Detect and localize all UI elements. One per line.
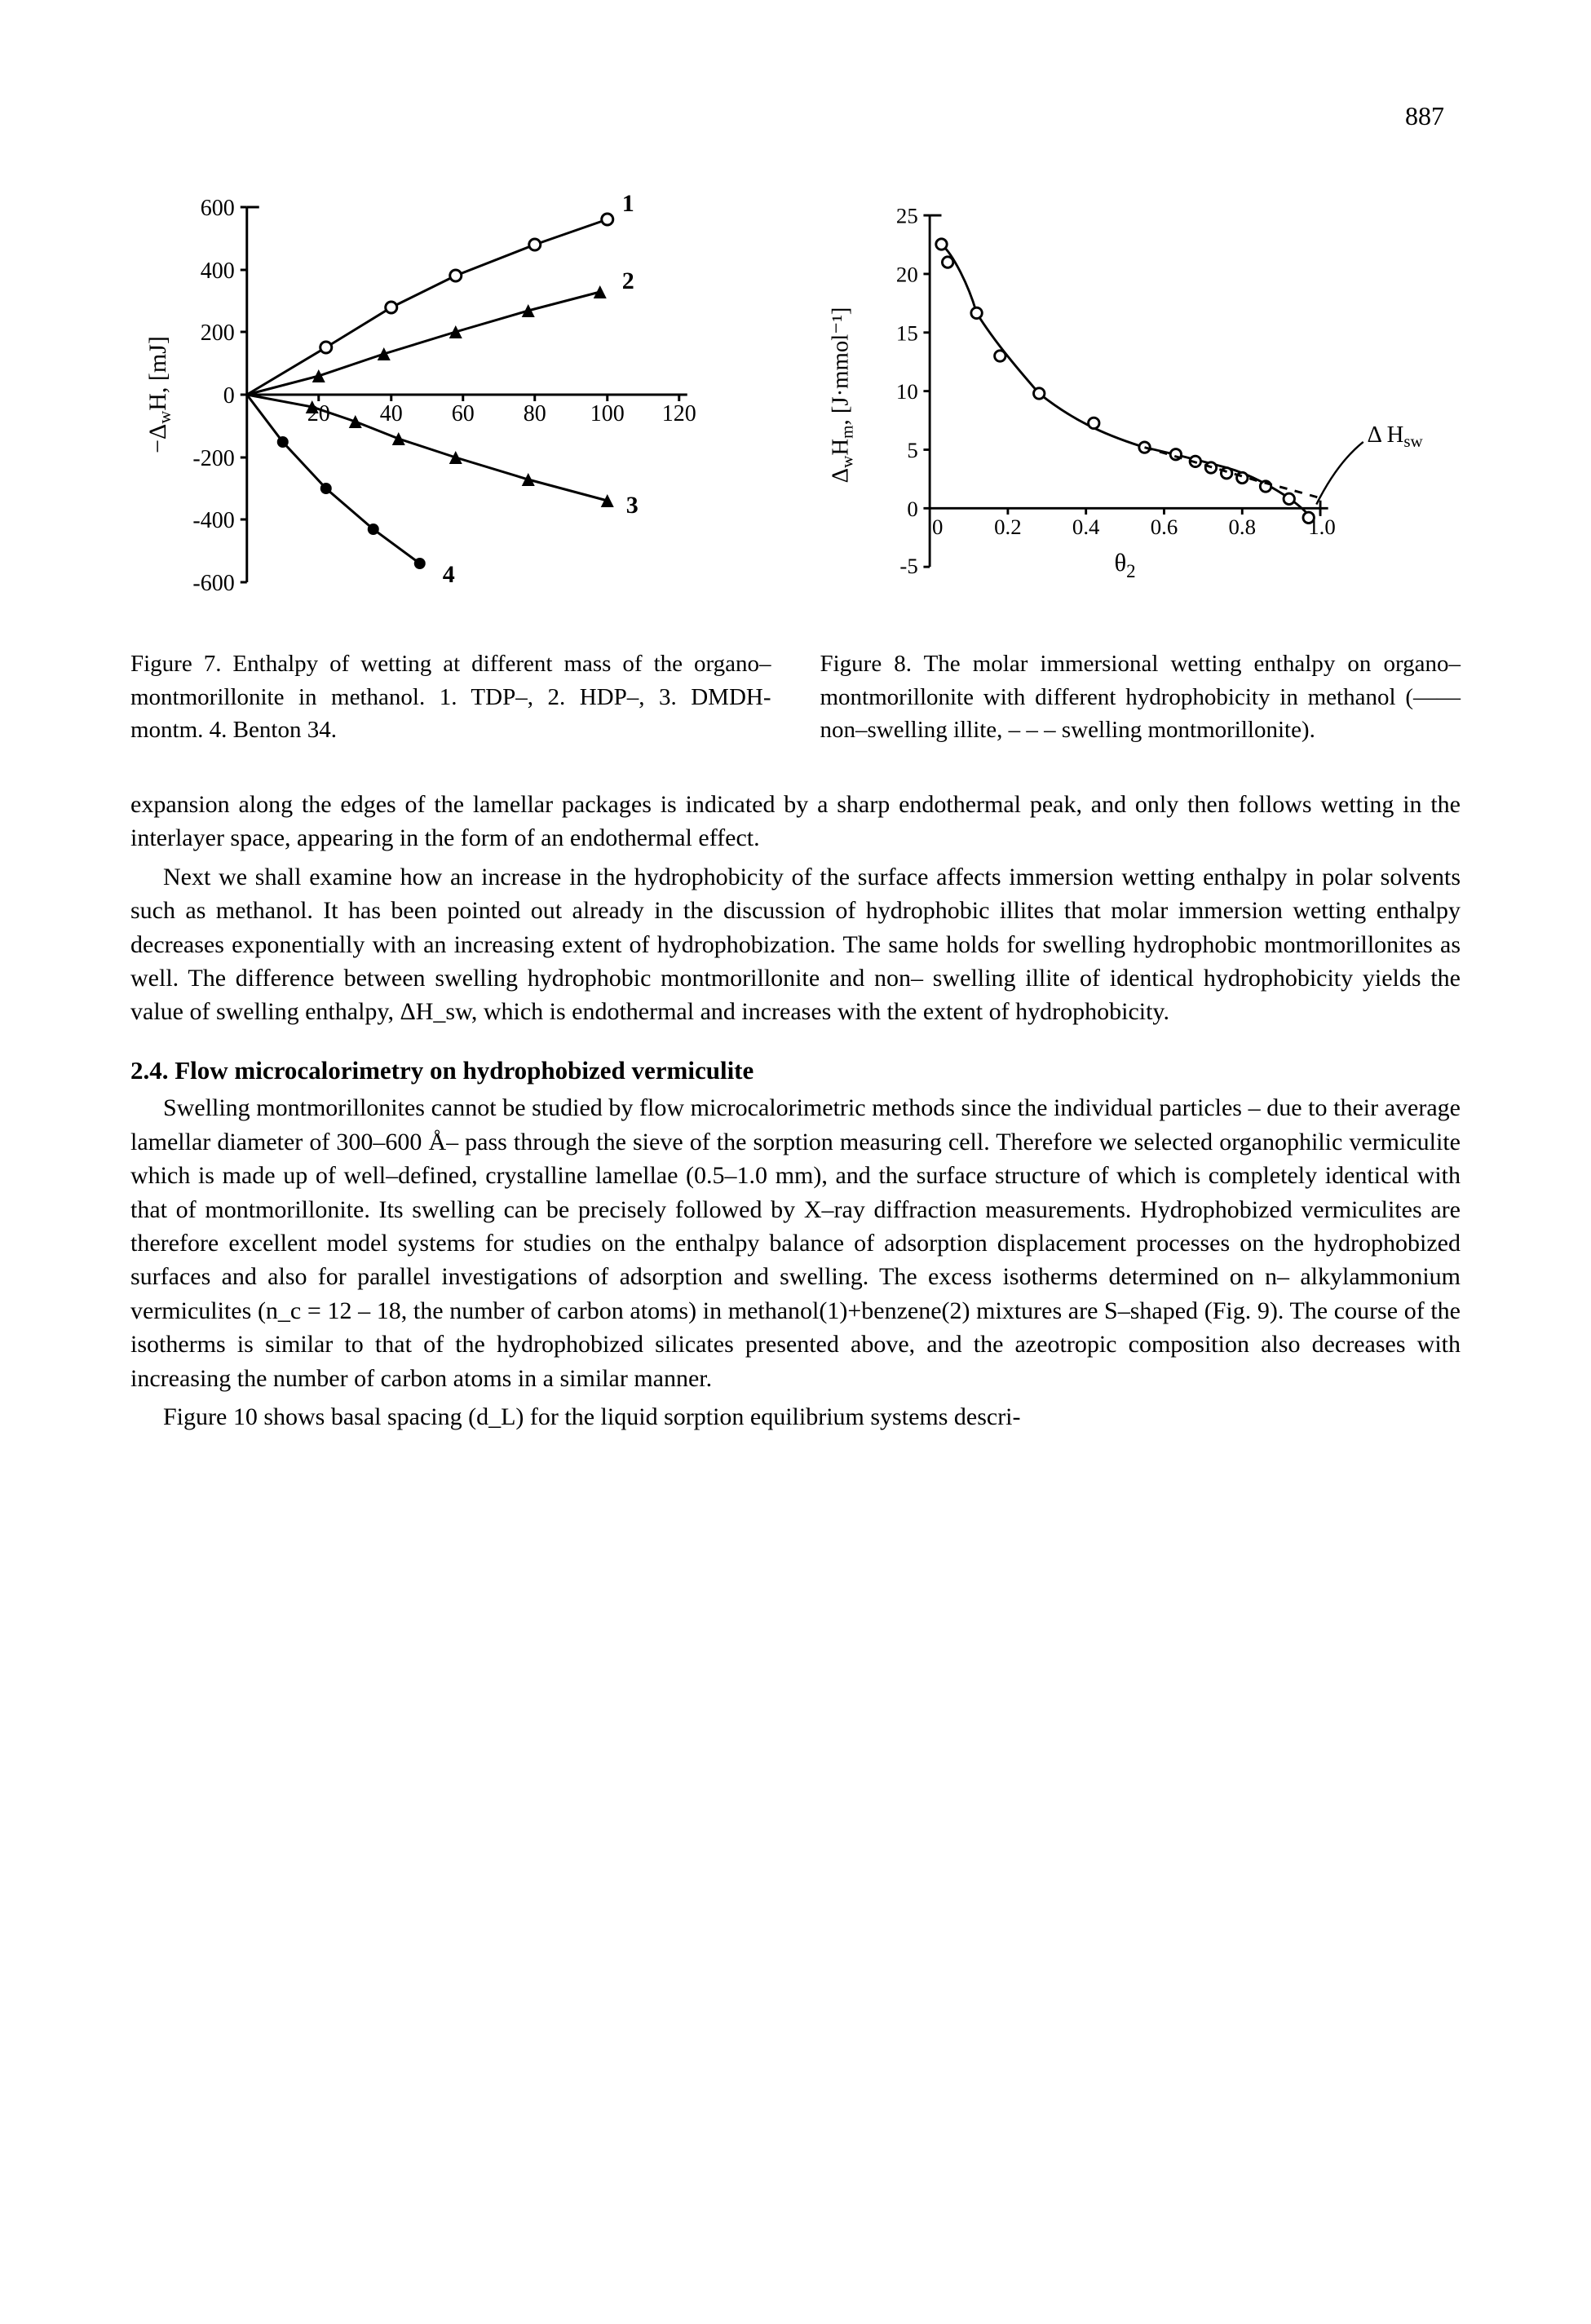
caption-row: Figure 7. Enthalpy of wetting at differe… — [130, 647, 1461, 747]
svg-text:100: 100 — [590, 401, 625, 426]
svg-text:Δ Hsw: Δ Hsw — [1367, 422, 1423, 451]
figure-8-caption: Figure 8. The molar immersional wetting … — [820, 647, 1461, 747]
figure-7: 600 400 200 0 -200 -400 -600 — [130, 183, 771, 623]
svg-text:-400: -400 — [192, 508, 234, 533]
svg-text:200: 200 — [201, 320, 235, 346]
svg-text:0.2: 0.2 — [994, 515, 1022, 539]
svg-text:20: 20 — [895, 263, 917, 287]
body-para-4: Figure 10 shows basal spacing (d_L) for … — [130, 1400, 1461, 1434]
svg-text:ΔwHm, [J·mmol⁻¹]: ΔwHm, [J·mmol⁻¹] — [827, 307, 856, 484]
svg-text:25: 25 — [895, 204, 917, 228]
svg-text:80: 80 — [524, 401, 546, 426]
figures-row: 600 400 200 0 -200 -400 -600 — [130, 183, 1461, 623]
svg-text:5: 5 — [907, 438, 917, 462]
svg-text:0.6: 0.6 — [1150, 515, 1178, 539]
body-para-3: Swelling montmorillonites cannot be stud… — [130, 1091, 1461, 1395]
svg-text:15: 15 — [895, 321, 917, 346]
section-heading: 2.4. Flow microcalorimetry on hydrophobi… — [130, 1054, 1461, 1089]
figure-8: 25 20 15 10 5 0 -5 0 — [820, 183, 1461, 623]
figure-8-chart: 25 20 15 10 5 0 -5 0 — [820, 183, 1461, 623]
svg-text:-600: -600 — [192, 571, 234, 596]
body-para-1: expansion along the edges of the lamella… — [130, 788, 1461, 855]
svg-text:10: 10 — [895, 379, 917, 404]
svg-text:1: 1 — [622, 190, 634, 217]
figure-7-caption: Figure 7. Enthalpy of wetting at differe… — [130, 647, 771, 747]
svg-text:0.4: 0.4 — [1072, 515, 1099, 539]
svg-text:-5: -5 — [899, 554, 917, 578]
svg-text:-200: -200 — [192, 446, 234, 471]
svg-text:120: 120 — [662, 401, 696, 426]
svg-text:4: 4 — [443, 561, 455, 588]
svg-text:600: 600 — [201, 196, 235, 221]
svg-text:400: 400 — [201, 258, 235, 284]
svg-text:θ2: θ2 — [1114, 549, 1135, 581]
svg-text:0: 0 — [931, 515, 942, 539]
svg-text:0.8: 0.8 — [1228, 515, 1256, 539]
svg-text:40: 40 — [380, 401, 403, 426]
svg-text:3: 3 — [626, 492, 639, 519]
body-para-2: Next we shall examine how an increase in… — [130, 860, 1461, 1029]
svg-text:−ΔwH, [mJ]: −ΔwH, [mJ] — [144, 336, 175, 453]
page-number: 887 — [130, 98, 1461, 134]
figure-7-chart: 600 400 200 0 -200 -400 -600 — [130, 183, 771, 623]
svg-text:2: 2 — [622, 267, 634, 294]
svg-text:0: 0 — [907, 497, 917, 521]
svg-text:60: 60 — [452, 401, 475, 426]
svg-text:0: 0 — [223, 383, 235, 409]
